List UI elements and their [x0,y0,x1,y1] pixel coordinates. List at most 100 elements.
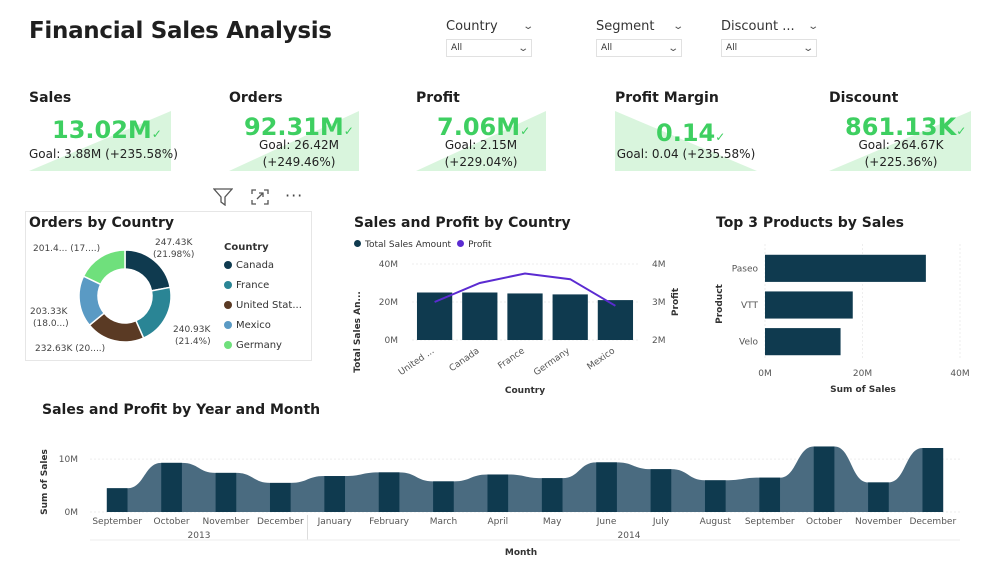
bar-sales [552,294,588,340]
x-tick-label: February [369,517,410,527]
bar-product [765,291,853,319]
focus-mode-icon[interactable] [250,188,270,206]
x-tick-label: January [317,517,353,527]
x-tick-label: October [154,517,190,527]
kpi-sales-goal-band [29,111,171,171]
kpi-sales-goal: Goal: 3.88M (+235.58%) [29,147,178,161]
y2-tick-label: 2M [652,336,666,346]
bar-month [922,448,944,512]
year-month-title: Sales and Profit by Year and Month [42,402,321,418]
donut-slice-germany [82,249,126,286]
discount-dropdown[interactable]: All ⌄ [721,39,817,57]
more-options-icon[interactable]: ··· [285,186,304,205]
check-icon: ✓ [956,124,967,138]
x-tick-label: September [745,517,795,527]
bar-month [106,488,128,512]
legend-item-united-states[interactable]: United Stat... [224,295,308,315]
bar-month [269,482,291,512]
x-tick-label: September [92,517,142,527]
sales-profit-country-chart[interactable]: 0M 20M 40M 2M 3M 4M United ... Canada France Germ… [350,252,690,400]
y-tick-label: 40M [379,260,398,270]
year-month-chart[interactable]: 0M 10M September October November December Jan… [35,430,965,562]
bar-month [813,446,835,512]
kpi-sales-title: Sales [29,90,72,106]
kpi-margin-goal-band [615,111,757,171]
kpi-discount-title: Discount [829,90,899,106]
bar-month [433,481,454,512]
bar-month [759,477,781,512]
x-tick-label: 40M [950,369,969,379]
y-tick-label: 0M [385,336,399,346]
label-canada-1: 247.43K [155,238,193,248]
kpi-discount-value: 861.13K✓ [845,113,967,141]
label-mexico-1: 203.33K [30,307,68,317]
kpi-orders-value: 92.31M✓ [244,113,354,141]
filter-icon[interactable] [213,188,233,206]
segment-dropdown[interactable]: All ⌄ [596,39,682,57]
label-france-2: (21.4%) [175,337,211,347]
top-products-chart[interactable]: 0M 20M 40M Paseo VTT Velo Product Sum of Sale… [710,238,990,398]
segment-dropdown-value: All [601,43,613,53]
y-tick-label: Velo [739,338,758,348]
legend-total-sales: Total Sales Amount [354,240,451,250]
orders-by-country-card [25,211,312,361]
x-tick-label: December [257,517,304,527]
x-tick-label: Canada [448,346,482,374]
bar-month [324,476,346,512]
kpi-margin-title: Profit Margin [615,90,719,106]
bar-sales [416,292,453,340]
kpi-orders-goal: Goal: 26.42M (+249.46%) [259,138,339,169]
year-label-2013: 2013 [188,531,211,541]
x-tick-label: United ... [397,346,436,378]
kpi-profit-title: Profit [416,90,460,106]
bar-sales [597,300,634,340]
x-tick-label: France [496,346,527,372]
x-axis-title: Country [505,386,545,396]
y-axis-title: Total Sales An... [353,291,363,373]
country-dropdown[interactable]: All ⌄ [446,39,532,57]
segment-slicer[interactable]: Segment ⌄ All ⌄ [596,18,684,57]
kpi-orders-title: Orders [229,90,283,106]
top-products-title: Top 3 Products by Sales [716,215,904,231]
country-slicer[interactable]: Country ⌄ All ⌄ [446,18,534,57]
kpi-discount-goal-band [829,111,971,171]
kpi-profit-goal: Goal: 2.15M (+229.04%) [444,138,518,169]
x-tick-label: Germany [532,346,572,378]
y-axis-title: Product [715,283,725,323]
bar-month [378,472,400,512]
chevron-down-icon[interactable]: ⌄ [521,20,534,32]
chevron-down-icon[interactable]: ⌄ [806,20,819,32]
kpi-profit-goal-band [416,111,546,171]
ribbon-area [106,446,944,512]
check-icon: ✓ [343,124,354,138]
x-tick-label: November [203,517,250,527]
y2-tick-label: 4M [652,260,666,270]
bar-sales [462,292,498,340]
x-tick-label: April [488,517,509,527]
chevron-down-icon[interactable]: ⌄ [671,20,684,32]
label-france-1: 240.93K [173,325,211,335]
x-tick-label: Mexico [586,346,618,372]
legend-item-mexico[interactable]: Mexico [224,315,308,335]
discount-slicer[interactable]: Discount ... ⌄ All ⌄ [721,18,819,57]
x-tick-label: August [700,517,732,527]
x-tick-label: December [909,517,956,527]
y-axis-title: Sum of Sales [40,449,50,515]
x-tick-label: July [652,517,670,527]
kpi-profit-value: 7.06M✓ [437,113,531,141]
bar-month [868,482,889,512]
check-icon: ✓ [151,127,162,141]
bar-month [650,469,672,512]
orders-donut-chart[interactable]: 247.43K (21.98%) 240.93K (21.4%) 232.63K… [25,230,225,360]
x-tick-label: November [855,517,902,527]
legend-item-france[interactable]: France [224,275,308,295]
x-tick-label: May [543,517,562,527]
chevron-down-icon: ⌄ [801,42,814,54]
x-axis-title: Month [505,548,537,558]
legend-item-germany[interactable]: Germany [224,335,308,355]
x-tick-label: June [596,517,617,527]
legend-item-canada[interactable]: Canada [224,255,308,275]
year-label-2014: 2014 [618,531,641,541]
y-tick-label: 0M [65,508,79,518]
label-germany: 201.4... (17....) [33,244,100,254]
